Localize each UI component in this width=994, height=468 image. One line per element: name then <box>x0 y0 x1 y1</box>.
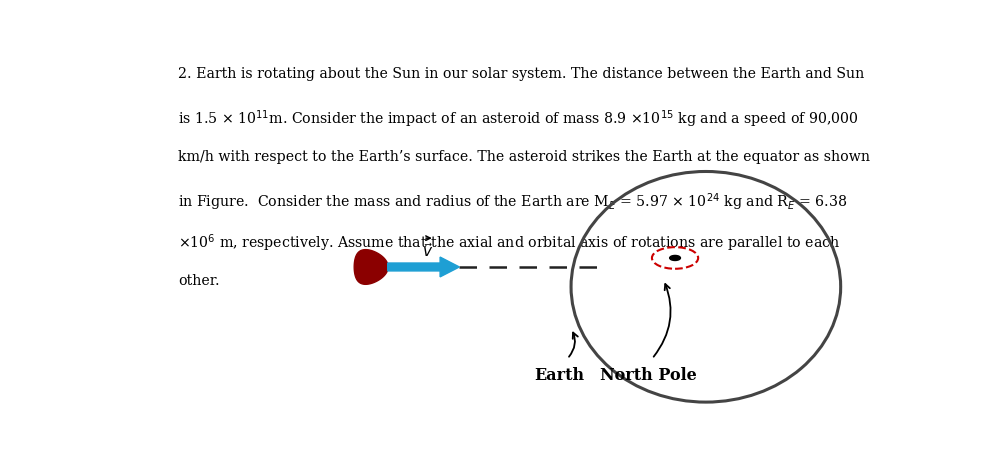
Text: Earth: Earth <box>535 367 584 384</box>
Text: in Figure.  Consider the mass and radius of the Earth are M$_E$ = 5.97 $\times$ : in Figure. Consider the mass and radius … <box>178 191 848 213</box>
Text: other.: other. <box>178 274 220 288</box>
Text: North Pole: North Pole <box>599 367 697 384</box>
Text: is 1.5 $\times$ 10$^{11}$m. Consider the impact of an asteroid of mass 8.9 $\tim: is 1.5 $\times$ 10$^{11}$m. Consider the… <box>178 109 859 130</box>
Text: $\vec{v}$: $\vec{v}$ <box>421 242 432 260</box>
FancyArrow shape <box>388 257 459 277</box>
Polygon shape <box>354 249 388 285</box>
Circle shape <box>670 256 681 261</box>
Text: km/h with respect to the Earth’s surface. The asteroid strikes the Earth at the : km/h with respect to the Earth’s surface… <box>178 150 870 164</box>
Text: $\times$10$^6$ m, respectively. Assume that the axial and orbital axis of rotati: $\times$10$^6$ m, respectively. Assume t… <box>178 233 841 254</box>
Text: 2. Earth is rotating about the Sun in our solar system. The distance between the: 2. Earth is rotating about the Sun in ou… <box>178 67 865 81</box>
